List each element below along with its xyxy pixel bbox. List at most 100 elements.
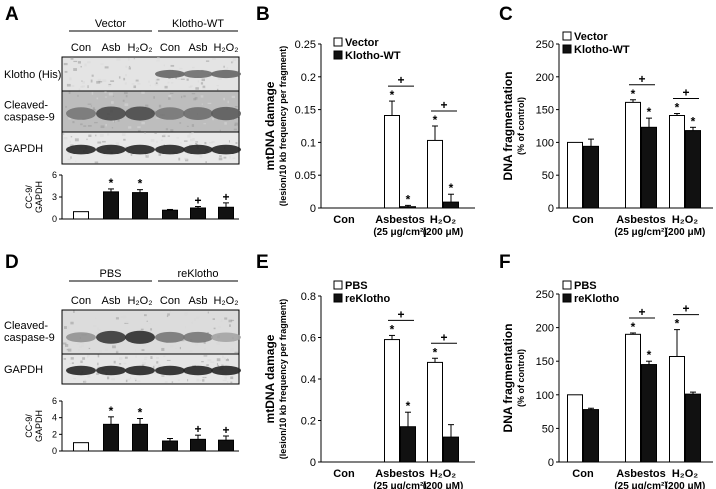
significance-mark: * <box>647 105 652 119</box>
significance-mark: * <box>390 88 395 102</box>
blot-texture <box>80 86 84 88</box>
blot-texture <box>97 141 102 144</box>
panel-label: F <box>499 252 511 273</box>
blot-texture <box>184 313 188 316</box>
blot-texture <box>183 95 186 98</box>
significance-mark: + <box>194 194 201 208</box>
blot-texture <box>98 81 103 83</box>
blot-texture <box>196 378 200 382</box>
inset-chart-A-inset: 0 3 6 CC-9/GAPDH * * + + <box>24 170 239 224</box>
blot-texture <box>209 142 213 144</box>
blot-texture <box>67 348 72 352</box>
blot-texture <box>188 86 192 88</box>
blot-texture <box>191 330 194 333</box>
y-axis-label: mtDNA damage <box>263 81 277 170</box>
comparison-mark: + <box>638 305 645 319</box>
blot-band <box>211 365 241 376</box>
blot-D: PBS reKlotho Con Asb H₂O₂ Con Asb H₂O₂ <box>61 268 241 385</box>
significance-mark: + <box>222 190 229 204</box>
blot-texture <box>140 328 144 331</box>
blot-texture <box>130 376 132 379</box>
chart-B: 0 0.05 0.1 0.15 0.2 0.25 mtDNA damage (lesion/1… <box>263 37 475 238</box>
legend-swatch <box>562 31 572 41</box>
blot-texture <box>117 119 120 122</box>
y-tick-label: 0.8 <box>301 291 316 303</box>
category-label: (200 μM) <box>423 227 464 238</box>
blot-texture <box>234 124 236 127</box>
blot-texture <box>200 95 204 98</box>
blot-texture <box>111 101 114 104</box>
blot-texture <box>169 92 174 94</box>
blot-texture <box>128 67 131 70</box>
blot-texture <box>190 138 193 142</box>
blot-band <box>183 144 213 155</box>
category-label: Con <box>333 214 355 226</box>
blot-texture <box>80 123 83 126</box>
blot-texture <box>153 96 155 99</box>
blot-texture <box>234 106 238 108</box>
y-tick-label: 100 <box>536 137 554 149</box>
blot-texture <box>207 102 212 104</box>
y-tick-label: 0.25 <box>295 39 316 51</box>
blot-band <box>183 365 213 376</box>
blot-texture <box>115 317 119 320</box>
y-axis-label: CC-9/ <box>24 185 34 209</box>
blot-band <box>125 144 155 155</box>
bar <box>669 115 685 209</box>
blot-texture <box>167 313 170 316</box>
blot-texture <box>165 128 169 131</box>
bar <box>625 333 641 463</box>
blot-texture <box>227 358 229 360</box>
blot-texture <box>104 91 107 94</box>
blot-texture <box>123 138 126 141</box>
blot-texture <box>65 344 69 347</box>
legend-label: Klotho-WT <box>345 50 401 62</box>
y-tick-label: 6 <box>52 170 57 180</box>
blot-texture <box>187 152 189 155</box>
blot-band <box>183 70 213 78</box>
blot-texture <box>187 134 191 138</box>
blot-texture <box>78 349 80 351</box>
category-label: (25 μg/cm²) <box>614 227 667 238</box>
blot-texture <box>63 137 68 140</box>
blot-texture <box>105 123 107 127</box>
blot-texture <box>68 117 72 120</box>
blot-texture <box>203 377 205 379</box>
blot-texture <box>108 92 113 96</box>
comparison-mark: + <box>440 330 447 344</box>
legend-swatch <box>562 280 572 290</box>
blot-texture <box>216 85 220 87</box>
blot-texture <box>123 91 128 95</box>
category-label: H₂O₂ <box>672 214 698 226</box>
blot-texture <box>148 80 150 83</box>
blot-texture <box>234 122 239 126</box>
y-tick-label: 0 <box>52 446 57 456</box>
blot-texture <box>155 82 158 84</box>
blot-texture <box>192 137 195 141</box>
blot-texture <box>104 153 108 156</box>
bar <box>685 130 701 209</box>
blot-texture <box>87 354 90 357</box>
y-tick-label: 100 <box>536 390 554 402</box>
blot-texture <box>216 342 220 345</box>
blot-texture <box>224 122 227 125</box>
panel-label: E <box>256 252 269 273</box>
blot-texture <box>227 381 229 383</box>
y-tick-label: 200 <box>536 323 554 335</box>
blot-texture <box>97 366 101 368</box>
category-label: (200 μM) <box>665 481 706 489</box>
y-tick-label: 4 <box>52 413 57 423</box>
bar <box>162 209 178 220</box>
blot-band <box>183 107 213 120</box>
blot-texture <box>233 128 237 131</box>
blot-texture <box>192 66 195 69</box>
blot-texture <box>102 79 107 83</box>
category-label: (200 μM) <box>665 227 706 238</box>
blot-texture <box>145 104 149 107</box>
blot-texture <box>104 348 109 351</box>
blot-band <box>211 69 241 79</box>
blot-band <box>96 330 126 344</box>
blot-band <box>66 144 96 155</box>
blot-texture <box>207 332 209 334</box>
